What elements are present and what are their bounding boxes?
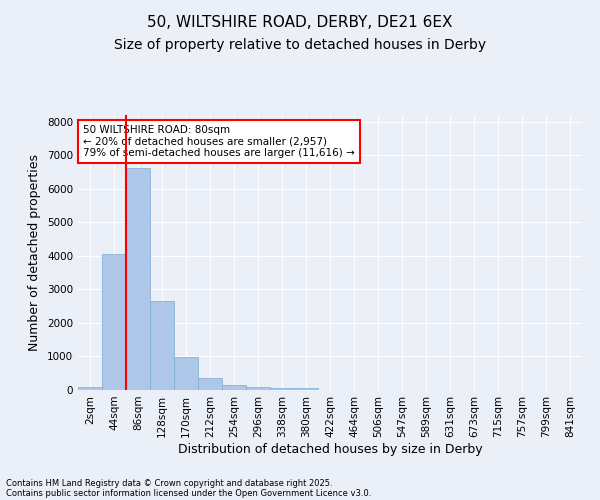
Bar [246,388,270,390]
Bar [270,388,294,390]
Bar [126,168,150,390]
Y-axis label: Number of detached properties: Number of detached properties [28,154,41,351]
Bar [222,386,246,390]
X-axis label: Distribution of detached houses by size in Derby: Distribution of detached houses by size … [178,442,482,456]
Bar [78,388,102,390]
Bar [150,301,174,390]
Text: 50, WILTSHIRE ROAD, DERBY, DE21 6EX: 50, WILTSHIRE ROAD, DERBY, DE21 6EX [147,15,453,30]
Bar [174,357,198,390]
Bar [198,378,222,390]
Text: 50 WILTSHIRE ROAD: 80sqm
← 20% of detached houses are smaller (2,957)
79% of sem: 50 WILTSHIRE ROAD: 80sqm ← 20% of detach… [83,125,355,158]
Text: Size of property relative to detached houses in Derby: Size of property relative to detached ho… [114,38,486,52]
Text: Contains public sector information licensed under the Open Government Licence v3: Contains public sector information licen… [6,490,371,498]
Bar [102,254,126,390]
Text: Contains HM Land Registry data © Crown copyright and database right 2025.: Contains HM Land Registry data © Crown c… [6,478,332,488]
Bar [294,388,318,390]
